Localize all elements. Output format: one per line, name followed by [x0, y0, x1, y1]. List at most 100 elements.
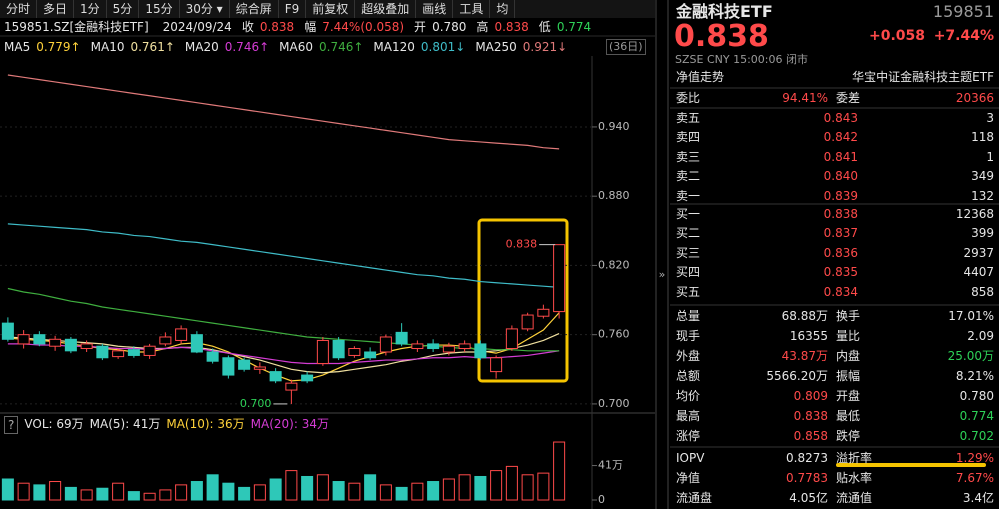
ma-name: MA20 — [184, 40, 219, 54]
book-price: 0.840 — [823, 169, 858, 184]
book-volume: 132 — [971, 188, 994, 203]
candle-body — [127, 349, 140, 356]
book-label: 买三 — [676, 245, 701, 260]
toolbar-button[interactable]: 1分 — [74, 0, 107, 18]
volume-bar — [395, 486, 408, 501]
candle-body — [253, 366, 266, 370]
ma-value: 0.801↓ — [420, 40, 466, 54]
book-label: 卖五 — [676, 111, 701, 125]
candle-body — [537, 308, 550, 317]
volume-bar — [490, 470, 503, 501]
candle-body — [1, 322, 14, 340]
toolbar-button[interactable]: 画线 — [416, 0, 454, 18]
volume-bar — [442, 478, 455, 501]
stat-label: 开盘 — [836, 389, 861, 403]
volume-bar — [537, 472, 550, 501]
vol-legend-item: MA(10): 36万 — [166, 417, 245, 431]
info-label: 高 — [476, 20, 489, 34]
market-status: SZSE CNY 15:00:06 闭市 — [675, 53, 808, 66]
candle-body — [238, 359, 251, 370]
candle-body — [206, 351, 219, 362]
stat-label: 溢折率 — [836, 451, 873, 465]
stat-value: 17.01% — [948, 309, 994, 323]
book-volume: 349 — [971, 169, 994, 184]
stat-value: 0.858 — [793, 429, 828, 443]
book-label: 卖二 — [676, 169, 701, 184]
candle-body — [505, 328, 518, 350]
toolbar-button[interactable]: 30分 ▾ — [180, 0, 230, 18]
volume-bar — [379, 484, 392, 501]
info-row: 159851.SZ[金融科技ETF] 2024/09/24 收 0.838 幅 7.44%… — [4, 19, 591, 35]
info-label: 幅 — [304, 20, 317, 34]
candle-body — [427, 343, 440, 350]
ma-name: MA5 — [4, 40, 31, 54]
toolbar-button[interactable]: 15分 — [139, 0, 180, 18]
candle-body — [395, 331, 408, 345]
toolbar-button[interactable]: 工具 — [453, 0, 491, 18]
volume-bar — [553, 441, 566, 501]
candle-body — [553, 244, 566, 313]
candle-body — [143, 345, 156, 356]
stat-value: 68.88万 — [781, 309, 828, 323]
toolbar: 分时 多日 1分 5分 15分 30分 ▾ 综合屏 F9 前复权 超级叠加 画线 工具均 — [0, 0, 655, 18]
candle-body — [190, 334, 203, 353]
book-price: 0.838 — [823, 207, 858, 221]
collapse-icon[interactable]: » — [659, 268, 666, 281]
stat-value: 7.67% — [955, 471, 994, 485]
stat-label: 现手 — [676, 329, 701, 343]
period-badge[interactable]: (36日) — [606, 39, 646, 55]
y-tick-label: 0.940 — [598, 120, 630, 133]
y-tick-label: 0.700 — [598, 397, 630, 410]
toolbar-button[interactable]: F9 — [279, 0, 307, 18]
info-value: 0.838 — [494, 20, 529, 34]
volume-bar — [143, 492, 156, 501]
toolbar-button[interactable]: 均 — [490, 0, 516, 18]
book-price: 0.836 — [823, 245, 858, 260]
candle-body — [411, 343, 424, 350]
stat-label: 流通值 — [836, 491, 873, 505]
candle-body — [17, 334, 30, 345]
ma-value: 0.746↑ — [224, 40, 270, 54]
stat-label: 总额 — [676, 369, 701, 383]
ma-name: MA60 — [279, 40, 313, 54]
toolbar-button[interactable]: 分时 — [0, 0, 38, 18]
highlight-underline — [836, 463, 986, 467]
stat-value: 25.00万 — [947, 349, 994, 363]
candle-body — [175, 328, 188, 341]
toolbar-button[interactable]: 超级叠加 — [355, 0, 417, 18]
stat-value: 1.29% — [955, 451, 994, 465]
book-label: 卖四 — [676, 130, 701, 145]
info-label: 开 — [414, 20, 427, 34]
toolbar-button[interactable]: 多日 — [37, 0, 75, 18]
ma-name: MA10 — [90, 40, 125, 54]
candle-body — [159, 336, 172, 345]
stat-value: 16355 — [789, 329, 828, 343]
book-price: 0.834 — [823, 284, 858, 299]
stat-label: 涨停 — [676, 429, 701, 443]
candle-body — [316, 339, 329, 365]
stat-label: 振幅 — [836, 369, 861, 383]
book-price: 0.839 — [823, 188, 858, 203]
book-volume: 399 — [971, 226, 994, 241]
candle-body — [222, 357, 235, 376]
info-value: 0.838 — [259, 20, 295, 34]
help-icon[interactable]: ? — [4, 416, 19, 434]
stat-value: 0.8273 — [786, 451, 828, 465]
stat-label: 最高 — [676, 409, 701, 423]
volume-bar — [238, 486, 251, 501]
toolbar-button[interactable]: 前复权 — [306, 0, 356, 18]
volume-bar — [80, 489, 93, 501]
book-volume: 3 — [986, 111, 994, 125]
nav-link: 净值走势 — [676, 70, 725, 84]
ma-line — [7, 223, 560, 288]
stat-label: 均价 — [676, 389, 701, 403]
volume-bar — [190, 481, 203, 501]
stat-label: 总量 — [676, 309, 701, 323]
toolbar-button[interactable]: 5分 — [107, 0, 140, 18]
book-price: 0.835 — [823, 265, 858, 280]
volume-bar — [269, 478, 282, 501]
fund-name: 华宝中证金融科技主题ETF — [852, 70, 994, 84]
info-value: 7.44%(0.058) — [322, 20, 405, 34]
toolbar-button[interactable]: 综合屏 — [230, 0, 279, 18]
